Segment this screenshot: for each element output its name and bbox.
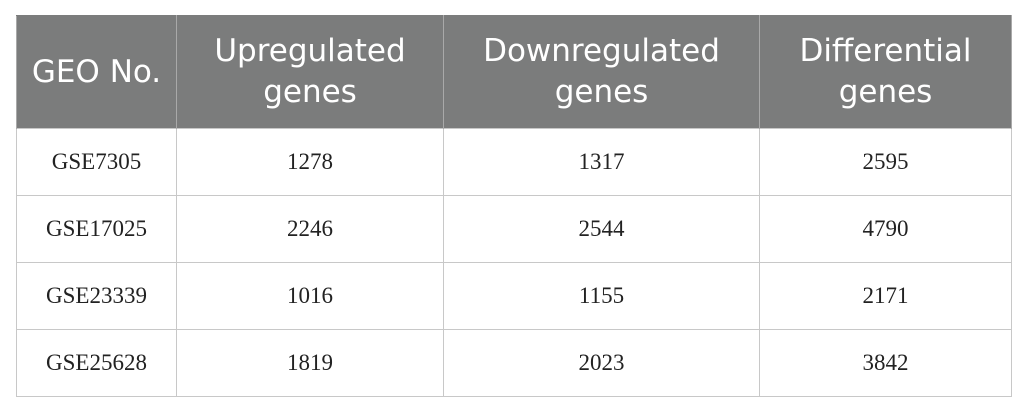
header-downregulated-genes: Downregulated genes — [443, 15, 760, 129]
cell-geo-no: GSE7305 — [16, 128, 177, 196]
cell-downregulated: 1155 — [443, 262, 760, 330]
cell-downregulated: 2023 — [443, 329, 760, 397]
header-geo-no: GEO No. — [16, 15, 177, 129]
cell-downregulated: 2544 — [443, 195, 760, 263]
cell-upregulated: 1278 — [176, 128, 444, 196]
header-row: GEO No. Upregulated genes Downregulated … — [16, 15, 1012, 129]
cell-upregulated: 1016 — [176, 262, 444, 330]
table-row: GSE17025 2246 2544 4790 — [16, 195, 1012, 263]
cell-geo-no: GSE17025 — [16, 195, 177, 263]
header-upregulated-genes: Upregulated genes — [176, 15, 444, 129]
cell-differential: 3842 — [759, 329, 1012, 397]
table-body: GSE7305 1278 1317 2595 GSE17025 2246 254… — [16, 128, 1012, 397]
cell-geo-no: GSE23339 — [16, 262, 177, 330]
cell-differential: 4790 — [759, 195, 1012, 263]
table-row: GSE23339 1016 1155 2171 — [16, 262, 1012, 330]
table-header: GEO No. Upregulated genes Downregulated … — [16, 15, 1012, 129]
cell-differential: 2595 — [759, 128, 1012, 196]
data-table-container: GEO No. Upregulated genes Downregulated … — [16, 15, 1012, 397]
gene-count-table: GEO No. Upregulated genes Downregulated … — [16, 15, 1012, 397]
cell-downregulated: 1317 — [443, 128, 760, 196]
header-differential-genes: Differential genes — [759, 15, 1012, 129]
cell-upregulated: 1819 — [176, 329, 444, 397]
cell-geo-no: GSE25628 — [16, 329, 177, 397]
cell-upregulated: 2246 — [176, 195, 444, 263]
table-row: GSE25628 1819 2023 3842 — [16, 329, 1012, 397]
cell-differential: 2171 — [759, 262, 1012, 330]
table-row: GSE7305 1278 1317 2595 — [16, 128, 1012, 196]
